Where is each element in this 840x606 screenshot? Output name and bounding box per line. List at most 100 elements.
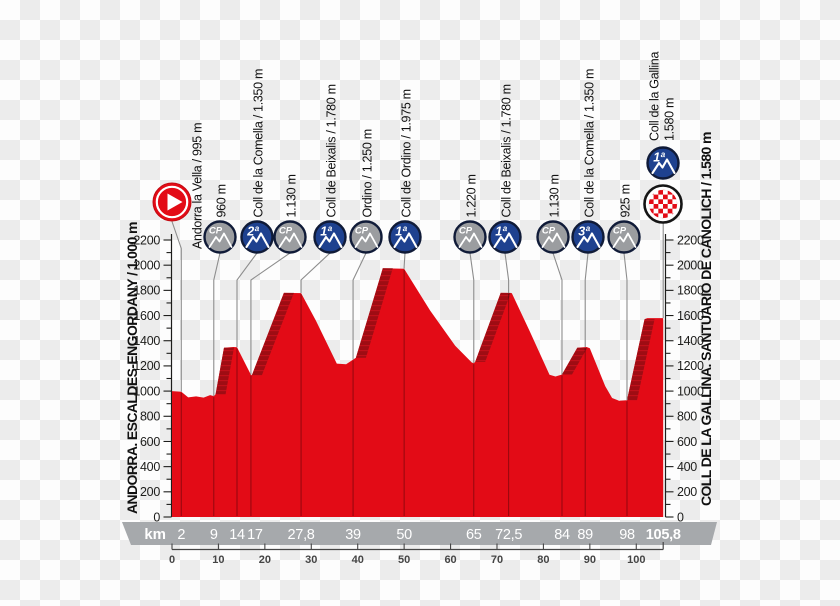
km-band-value: 39 (345, 527, 361, 543)
y-axis-label-left: 1200 (133, 359, 160, 373)
y-axis-label-right: 1800 (677, 284, 704, 298)
ruler-tick-label: 20 (259, 554, 271, 566)
category-climb-marker: 3ª (571, 220, 605, 254)
cp-badge-text: CP (459, 226, 473, 237)
y-axis-label-right: 200 (677, 485, 697, 499)
km-band-value: 89 (577, 527, 593, 543)
cp-circle (607, 220, 641, 254)
y-axis-label-right: 400 (677, 460, 697, 474)
km-band-value: 50 (396, 527, 412, 543)
checkpoint-marker: CP (349, 220, 383, 254)
finish-marker (643, 184, 683, 224)
climb-label: Coll de Beixalis / 1.780 m (325, 84, 339, 217)
ruler-tick-label: 10 (212, 554, 224, 566)
mountain-icon (393, 232, 418, 249)
category-badge-text: 1ª (653, 151, 665, 165)
category-badge-text: 1ª (395, 225, 407, 239)
y-axis-label-left: 1000 (133, 384, 160, 398)
marker-leader-line (250, 252, 291, 375)
km-band-layer: 2 9 14 17 27,8 39 50 65 72,5 84 89 98 105,8 (122, 522, 717, 545)
ruler-tick-label: 30 (305, 554, 317, 566)
climb-shading-band (251, 292, 294, 376)
climb-label: Coll de Beixalis / 1.780 m (500, 84, 514, 217)
y-axis-label-left: 1400 (133, 334, 160, 348)
checkpoint-marker: CP (453, 220, 487, 254)
ruler-tick-label: 60 (444, 554, 456, 566)
marker-leader-line (403, 252, 406, 269)
category-badge-text: 1ª (495, 225, 507, 239)
y-axis-label-left: 600 (140, 435, 160, 449)
left-title: ANDORRA. ESCALDES-ENGORDANY / 1.000 m (124, 222, 140, 514)
y-axis-label-right: 2000 (677, 258, 704, 272)
ruler-tick-label: 0 (169, 554, 175, 566)
y-axis-label-left: 200 (140, 485, 160, 499)
category-circle (388, 220, 422, 254)
climb-shading-band (475, 292, 511, 362)
elevation-profile-area (172, 268, 664, 517)
category-climb-marker: 1ª (646, 146, 680, 180)
climb-label-line2: 1.580 m (663, 98, 677, 141)
climb-label: 1.130 m (548, 174, 562, 217)
category-badge-text: 3ª (578, 225, 590, 239)
leader-lines-layer (171, 221, 664, 516)
climb-label: Coll de la Comella / 1.350 m (252, 69, 266, 218)
checkpoint-marker: CP (203, 220, 237, 254)
ruler-tick-label: 70 (491, 554, 503, 566)
mountain-icon (318, 232, 343, 249)
km-band-value: 65 (466, 527, 482, 543)
marker-leader-line (469, 252, 475, 364)
mountain-icon (208, 232, 233, 248)
ruler-tick-label: 100 (627, 554, 645, 566)
climb-shading-band (355, 268, 393, 358)
mountain-icon (278, 232, 303, 248)
marker-leader-line (171, 221, 182, 392)
y-axis-label-right: 1400 (677, 334, 704, 348)
y-axis-label-left: 1800 (133, 284, 160, 298)
category-circle (646, 146, 680, 180)
climb-shading-band (562, 347, 588, 375)
y-axis-label-left: 800 (140, 410, 160, 424)
y-axis-label-right: 2200 (677, 233, 704, 247)
play-icon (167, 193, 183, 211)
km-unit-label: km (144, 526, 166, 543)
y-axis-label-left: 1600 (133, 309, 160, 323)
km-band-value: 27,8 (288, 527, 315, 543)
category-climb-marker: 2ª (240, 220, 274, 254)
markers-layer: CP 2ª CP 1ª CP 1ª CP 1ª CP 3ª CP 1ª (152, 146, 683, 254)
mountain-icon (612, 232, 637, 248)
ruler-tick-label: 80 (537, 554, 549, 566)
right-title: COLL DE LA GALLINA. SANTUARIO DE CANOLIC… (698, 132, 714, 506)
climb-labels-layer: Andorra la Vella / 995 m 960 m Coll de la … (191, 52, 677, 249)
marker-leader-line (213, 252, 221, 397)
checkpoint-marker: CP (273, 220, 307, 254)
mountain-icon (651, 158, 676, 175)
category-climb-marker: 1ª (313, 220, 347, 254)
marker-leader-line (504, 252, 510, 294)
category-circle (240, 220, 274, 254)
cp-circle (453, 220, 487, 254)
y-axis-label-left: 400 (140, 460, 160, 474)
marker-leader-line (236, 252, 258, 348)
cp-badge-text: CP (279, 226, 293, 237)
cp-badge-text: CP (613, 226, 627, 237)
category-circle (488, 220, 522, 254)
climb-label: 960 m (215, 184, 229, 217)
mountain-icon (493, 232, 518, 249)
y-axis-label-right: 600 (677, 435, 697, 449)
category-badge-text: 2ª (246, 225, 259, 239)
climb-label: Coll de la Gallina (648, 52, 662, 141)
marker-leader-line (300, 252, 331, 294)
mountain-icon (245, 232, 270, 249)
y-axis-label-left: 0 (153, 510, 160, 524)
marker-leader-line (584, 252, 589, 348)
climb-label: Coll de la Comella / 1.350 m (583, 69, 597, 218)
y-axis-label-right: 1600 (677, 309, 704, 323)
km-band-value: 105,8 (646, 527, 681, 543)
category-climb-marker: 1ª (488, 220, 522, 254)
cp-circle (273, 220, 307, 254)
km-band-value: 9 (210, 527, 218, 543)
start-marker (152, 182, 192, 222)
km-band-value: 17 (247, 527, 263, 543)
